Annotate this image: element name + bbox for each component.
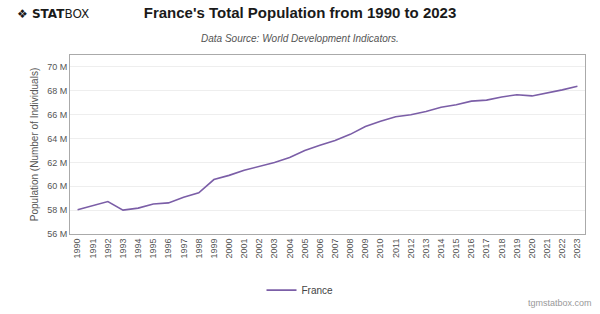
svg-text:2019: 2019 bbox=[512, 239, 522, 259]
svg-text:2002: 2002 bbox=[254, 239, 264, 259]
svg-text:2006: 2006 bbox=[315, 239, 325, 259]
svg-text:70 M: 70 M bbox=[47, 62, 67, 72]
svg-text:Population (Number of Individu: Population (Number of Individuals) bbox=[29, 68, 40, 221]
svg-text:2005: 2005 bbox=[300, 239, 310, 259]
svg-text:2001: 2001 bbox=[239, 239, 249, 259]
svg-text:68 M: 68 M bbox=[47, 86, 67, 96]
svg-text:2010: 2010 bbox=[375, 239, 385, 259]
svg-text:2021: 2021 bbox=[542, 239, 552, 259]
svg-text:60 M: 60 M bbox=[47, 181, 67, 191]
svg-text:1990: 1990 bbox=[72, 239, 82, 259]
svg-text:58 M: 58 M bbox=[47, 205, 67, 215]
svg-text:2023: 2023 bbox=[572, 239, 582, 259]
svg-text:2003: 2003 bbox=[269, 239, 279, 259]
svg-text:France: France bbox=[302, 285, 334, 296]
svg-text:tgmstatbox.com: tgmstatbox.com bbox=[528, 298, 592, 308]
svg-text:56 M: 56 M bbox=[47, 229, 67, 239]
svg-text:2015: 2015 bbox=[451, 239, 461, 259]
svg-text:2008: 2008 bbox=[345, 239, 355, 259]
svg-text:2004: 2004 bbox=[285, 239, 295, 259]
svg-text:1994: 1994 bbox=[133, 239, 143, 259]
svg-text:2012: 2012 bbox=[406, 239, 416, 259]
svg-text:2020: 2020 bbox=[527, 239, 537, 259]
svg-text:2013: 2013 bbox=[421, 239, 431, 259]
svg-text:1992: 1992 bbox=[103, 239, 113, 259]
svg-text:2016: 2016 bbox=[466, 239, 476, 259]
svg-text:2009: 2009 bbox=[360, 239, 370, 259]
svg-text:1997: 1997 bbox=[179, 239, 189, 259]
svg-text:2018: 2018 bbox=[497, 239, 507, 259]
svg-text:2022: 2022 bbox=[557, 239, 567, 259]
svg-text:Data Source: World Development: Data Source: World Development Indicator… bbox=[201, 33, 399, 44]
svg-text:64 M: 64 M bbox=[47, 134, 67, 144]
svg-text:2011: 2011 bbox=[391, 239, 401, 258]
svg-text:1996: 1996 bbox=[163, 239, 173, 259]
svg-text:66 M: 66 M bbox=[47, 110, 67, 120]
svg-text:1998: 1998 bbox=[194, 239, 204, 259]
svg-text:1993: 1993 bbox=[118, 239, 128, 259]
svg-text:2017: 2017 bbox=[481, 239, 491, 259]
svg-text:2000: 2000 bbox=[224, 239, 234, 259]
svg-text:❖ STATBOX: ❖ STATBOX bbox=[17, 7, 89, 21]
svg-text:1991: 1991 bbox=[88, 239, 98, 259]
svg-text:1995: 1995 bbox=[148, 239, 158, 259]
svg-text:2014: 2014 bbox=[436, 239, 446, 259]
svg-text:1999: 1999 bbox=[209, 239, 219, 259]
svg-text:62 M: 62 M bbox=[47, 158, 67, 168]
svg-text:2007: 2007 bbox=[330, 239, 340, 259]
svg-text:France's Total Population from: France's Total Population from 1990 to 2… bbox=[144, 4, 457, 21]
